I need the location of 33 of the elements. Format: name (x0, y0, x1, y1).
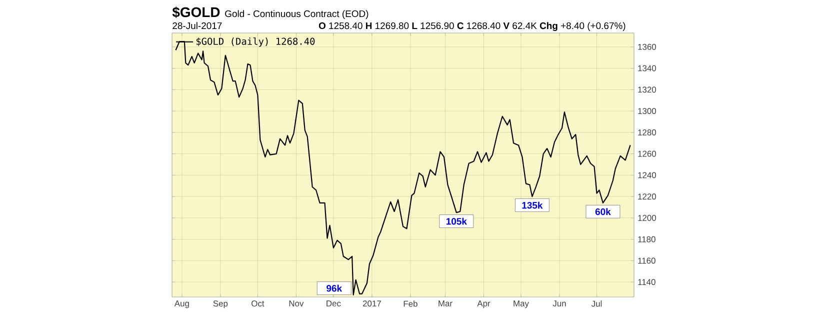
y-tick-label: 1200 (638, 214, 656, 221)
x-tick-label: Jul (591, 300, 602, 307)
chart-title: $GOLD (172, 6, 220, 18)
x-tick-label: Jun (552, 300, 566, 306)
annotation: 105k (446, 218, 467, 225)
x-tick-label: Apr (477, 300, 490, 308)
x-tick-label: 2017 (362, 300, 381, 307)
x-tick-label: Mar (438, 300, 452, 306)
x-tick-label: Sep (213, 300, 228, 308)
x-tick-label: Oct (252, 300, 264, 307)
x-tick-label: Nov (289, 300, 304, 306)
y-tick-label: 1240 (638, 172, 656, 178)
y-tick-label: 1180 (638, 236, 656, 242)
y-tick-label: 1340 (638, 65, 656, 72)
y-tick-label: 1260 (638, 150, 656, 157)
y-tick-label: 1280 (638, 129, 656, 136)
y-tick-label: 1220 (638, 194, 656, 200)
chart-subtitle: Gold - Continuous Contract (EOD) (225, 10, 368, 19)
annotation: 135k (522, 202, 543, 209)
y-tick-label: 1300 (638, 108, 656, 114)
y-tick-label: 1140 (638, 279, 656, 286)
x-tick-label: May (514, 300, 529, 308)
y-tick-label: 1320 (638, 86, 656, 93)
text: O 1258.40 H 1269.80 L 1256.90 C 1268.40 V 62.4K Chg +8.40 (+0.67%) (318, 22, 626, 31)
y-tick-label: 1160 (638, 258, 656, 264)
text: 28-Jul-2017 (172, 22, 222, 30)
x-tick-label: Dec (326, 300, 341, 306)
x-tick-label: Feb (404, 300, 418, 307)
y-tick-label: 1360 (638, 44, 656, 50)
annotation: 96k (326, 284, 342, 292)
legend-label: $GOLD (Daily) 1268.40 (196, 38, 315, 47)
x-tick-label: Aug (174, 300, 189, 308)
annotation: 60k (595, 208, 611, 216)
